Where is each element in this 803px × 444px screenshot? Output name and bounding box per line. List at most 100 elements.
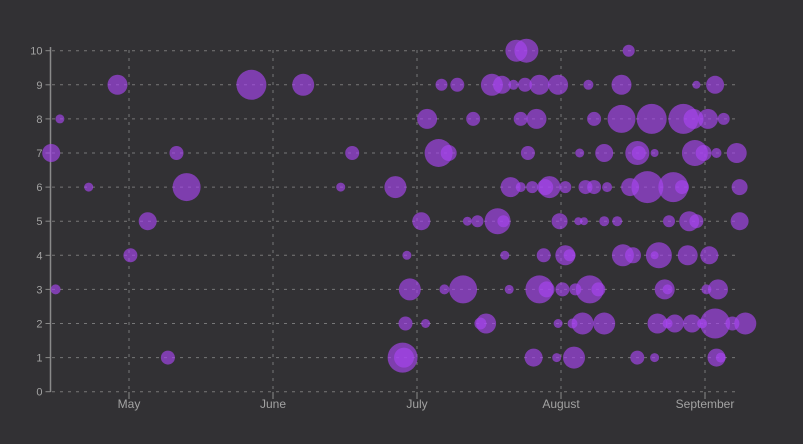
bubble	[734, 312, 757, 335]
bubble	[715, 352, 726, 363]
bubble	[515, 182, 526, 193]
bubble	[520, 146, 535, 160]
bubble	[663, 215, 675, 228]
bubble	[689, 214, 704, 229]
y-tick-label: 4	[36, 250, 42, 262]
x-tick-label: June	[260, 397, 286, 411]
bubble	[700, 246, 719, 265]
bubble	[548, 74, 569, 95]
bubble	[593, 312, 616, 335]
bubble	[449, 275, 478, 304]
bubble	[574, 217, 583, 226]
bubble	[292, 73, 315, 96]
y-tick-label: 8	[36, 114, 42, 126]
bubble	[552, 353, 562, 363]
bubble	[394, 347, 414, 368]
bubble	[169, 146, 184, 160]
bubble	[526, 181, 539, 194]
bubble	[717, 112, 730, 125]
bubble	[42, 144, 61, 162]
bubble	[50, 284, 61, 295]
bubble	[84, 182, 94, 192]
bubble	[476, 313, 497, 334]
bubble	[726, 143, 747, 163]
bubble	[575, 148, 585, 158]
bubble	[650, 149, 659, 157]
bubble	[645, 242, 672, 269]
bubble	[631, 171, 664, 204]
bubble	[123, 248, 138, 263]
bubble	[677, 245, 698, 266]
bubble	[529, 74, 550, 95]
x-tick-label: August	[542, 397, 580, 411]
bubble	[607, 104, 636, 133]
bubble	[518, 77, 532, 92]
bubble	[450, 77, 465, 92]
bubble	[636, 103, 667, 134]
bubble	[107, 74, 128, 95]
bubble	[513, 111, 528, 126]
bubble	[336, 182, 346, 192]
bubble	[625, 247, 641, 264]
bubble	[571, 312, 594, 335]
y-tick-label: 5	[36, 216, 42, 228]
bubble	[526, 108, 547, 129]
bubble	[622, 44, 635, 57]
bubble	[555, 282, 570, 297]
bubble	[172, 173, 201, 202]
bubble	[138, 212, 157, 231]
bubble	[662, 284, 673, 295]
bubble	[587, 111, 602, 126]
bubble	[504, 284, 514, 294]
bubble	[700, 308, 731, 339]
y-tick-label: 3	[36, 284, 42, 296]
bubble	[665, 314, 684, 333]
bubble	[538, 176, 561, 199]
x-tick-label: September	[676, 397, 735, 411]
y-tick-label: 6	[36, 182, 42, 194]
bubble	[630, 350, 645, 365]
bubble	[731, 179, 748, 196]
bubble	[538, 281, 555, 298]
bubble	[711, 148, 722, 158]
bubble	[398, 316, 413, 331]
bubble	[559, 181, 572, 194]
bubble	[412, 212, 431, 231]
bubble	[398, 278, 421, 301]
x-tick-label: May	[118, 397, 141, 411]
bubble	[563, 346, 585, 369]
bubble	[706, 75, 725, 94]
bubble	[471, 215, 484, 228]
bubble	[524, 348, 543, 367]
bubble	[497, 215, 510, 228]
bubble	[500, 250, 510, 260]
y-tick-label: 10	[30, 46, 42, 58]
bubble	[508, 79, 519, 90]
bubble	[647, 313, 668, 334]
bubble	[402, 250, 412, 260]
bubble	[595, 144, 614, 162]
bubble	[708, 279, 728, 300]
bubble	[435, 78, 448, 91]
bubble	[440, 145, 457, 161]
y-tick-label: 9	[36, 80, 42, 92]
bubble	[683, 314, 701, 333]
bubble	[236, 69, 267, 100]
bubble	[692, 80, 701, 89]
bubble	[551, 213, 568, 230]
bubble	[417, 108, 438, 129]
bubble	[695, 145, 712, 161]
bubble	[421, 319, 431, 328]
bubble	[683, 108, 704, 129]
x-tick-label: July	[406, 397, 427, 411]
bubble	[602, 182, 613, 193]
y-tick-label: 2	[36, 319, 42, 331]
bubble	[580, 217, 588, 226]
bubble	[563, 249, 576, 262]
bubble	[650, 353, 660, 363]
bubble	[658, 172, 689, 203]
bubble	[583, 79, 594, 90]
bubble	[730, 212, 749, 231]
